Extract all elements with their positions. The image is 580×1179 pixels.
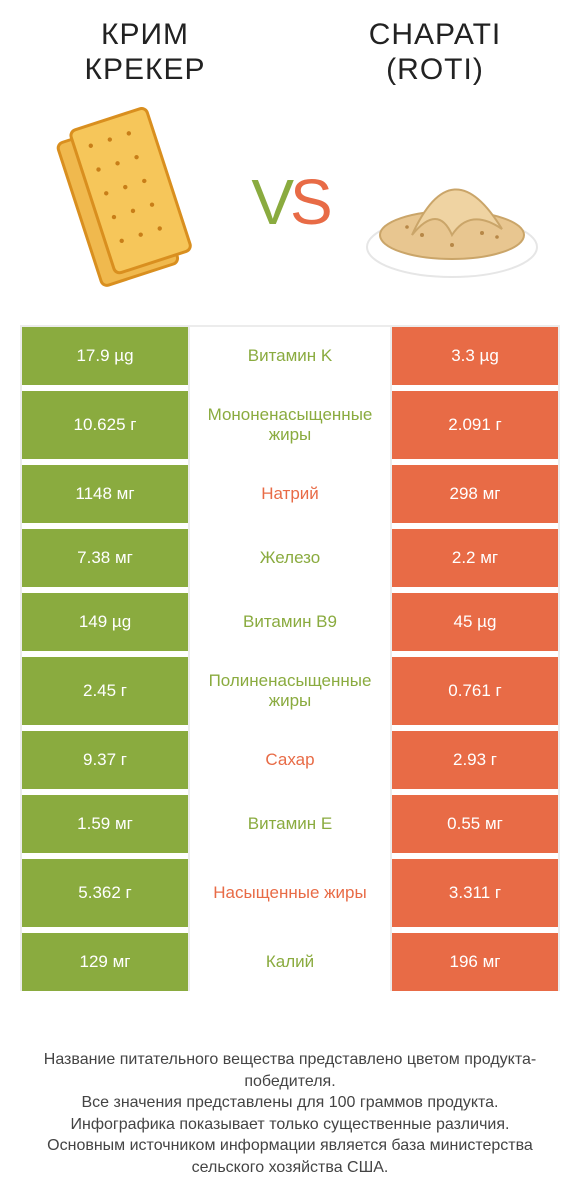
left-value-cell: 7.38 мг [20,529,190,587]
right-value-cell: 196 мг [390,933,560,991]
left-value-cell: 1.59 мг [20,795,190,853]
nutrient-label: Насыщенные жиры [190,859,390,927]
left-value-cell: 129 мг [20,933,190,991]
nutrient-label: Натрий [190,465,390,523]
table-row: 129 мгКалий196 мг [20,933,560,991]
table-row: 149 µgВитамин B945 µg [20,593,560,651]
nutrient-label: Полиненасыщенные жиры [190,657,390,725]
table-row: 2.45 гПолиненасыщенные жиры0.761 г [20,657,560,725]
footer-line-1: Название питательного вещества представл… [20,1049,560,1092]
right-value-cell: 3.311 г [390,859,560,927]
vs-label: VS [251,165,328,239]
left-value-cell: 10.625 г [20,391,190,459]
right-value-cell: 45 µg [390,593,560,651]
table-row: 17.9 µgВитамин K3.3 µg [20,327,560,385]
table-row: 7.38 мгЖелезо2.2 мг [20,529,560,587]
footer-line-2: Все значения представлены для 100 граммо… [20,1092,560,1114]
right-value-cell: 0.761 г [390,657,560,725]
table-row: 10.625 гМононенасыщенные жиры2.091 г [20,391,560,459]
nutrient-label: Железо [190,529,390,587]
table-row: 1148 мгНатрий298 мг [20,465,560,523]
title-row: Крим Крекер Chapati (Roti) [0,0,580,87]
table-row: 1.59 мгВитамин E0.55 мг [20,795,560,853]
left-value-cell: 9.37 г [20,731,190,789]
infographic-root: Крим Крекер Chapati (Roti) [0,0,580,1174]
nutrient-label: Витамин E [190,795,390,853]
left-value-cell: 2.45 г [20,657,190,725]
left-value-cell: 1148 мг [20,465,190,523]
right-value-cell: 298 мг [390,465,560,523]
chapati-icon [352,107,552,297]
right-value-cell: 2.93 г [390,731,560,789]
right-food-image [352,107,552,297]
left-title: Крим Крекер [0,18,290,87]
left-food-image [28,107,228,297]
right-title-line1: Chapati [290,18,580,53]
right-value-cell: 2.2 мг [390,529,560,587]
vs-s: S [290,166,329,238]
right-title-line2: (Roti) [290,53,580,88]
footer-line-4: Основным источником информации является … [20,1135,560,1178]
nutrient-label: Сахар [190,731,390,789]
comparison-table: 17.9 µgВитамин K3.3 µg 10.625 гМононенасы… [20,325,560,991]
footer-notes: Название питательного вещества представл… [20,1049,560,1179]
cracker-icon [28,107,228,297]
footer-line-3: Инфографика показывает только существенн… [20,1114,560,1136]
image-row: VS [0,87,580,325]
left-title-line1: Крим [0,18,290,53]
nutrient-label: Калий [190,933,390,991]
right-value-cell: 2.091 г [390,391,560,459]
nutrient-label: Витамин K [190,327,390,385]
vs-v: V [251,166,290,238]
nutrient-label: Витамин B9 [190,593,390,651]
right-value-cell: 0.55 мг [390,795,560,853]
left-title-line2: Крекер [0,53,290,88]
nutrient-label: Мононенасыщенные жиры [190,391,390,459]
table-row: 5.362 гНасыщенные жиры3.311 г [20,859,560,927]
left-value-cell: 17.9 µg [20,327,190,385]
left-value-cell: 149 µg [20,593,190,651]
right-title: Chapati (Roti) [290,18,580,87]
left-value-cell: 5.362 г [20,859,190,927]
table-row: 9.37 гСахар2.93 г [20,731,560,789]
right-value-cell: 3.3 µg [390,327,560,385]
